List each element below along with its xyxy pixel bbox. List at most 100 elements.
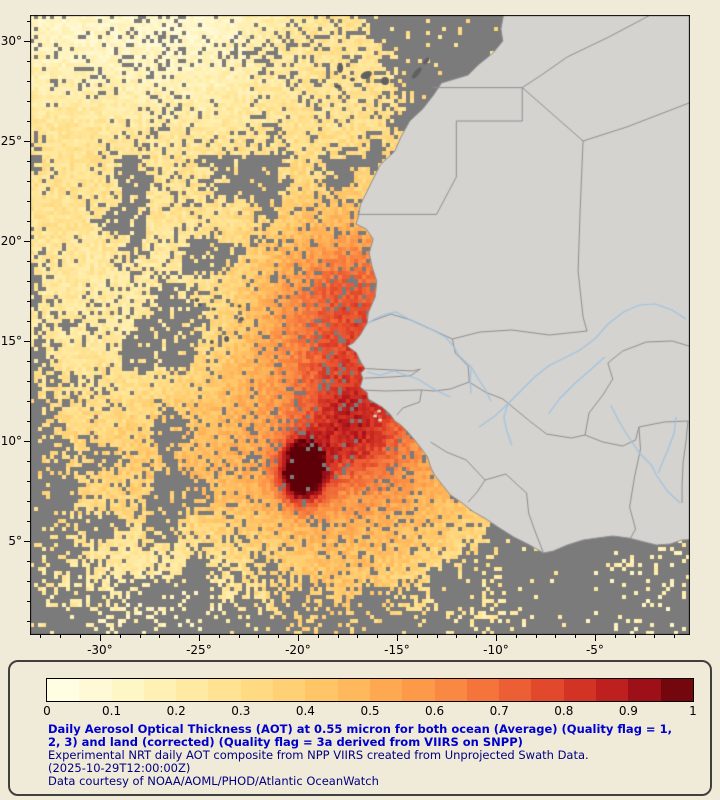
lon-minor-tick xyxy=(179,635,181,638)
lon-tick-label: -20° xyxy=(285,643,311,657)
lat-minor-tick xyxy=(27,521,30,522)
colorbar-segment xyxy=(660,679,693,701)
lat-tick-label: 10° xyxy=(0,434,22,448)
lat-minor-tick xyxy=(27,301,30,302)
lat-minor-tick xyxy=(27,461,30,462)
lon-major-tick xyxy=(594,635,596,641)
lon-minor-tick xyxy=(614,635,616,638)
lat-major-tick xyxy=(24,441,30,442)
lat-minor-tick xyxy=(27,621,30,622)
lon-minor-tick xyxy=(278,635,280,638)
lon-tick-label: -10° xyxy=(483,643,509,657)
colorbar-segment xyxy=(273,679,306,701)
lon-minor-tick xyxy=(119,635,121,638)
lon-minor-tick xyxy=(238,635,240,638)
lon-major-tick xyxy=(297,635,299,641)
lat-minor-tick xyxy=(27,481,30,482)
lon-minor-tick xyxy=(456,635,458,638)
colorbar-tick-label: 0.9 xyxy=(618,704,638,718)
lat-minor-tick xyxy=(27,321,30,322)
lat-major-tick xyxy=(24,341,30,342)
lat-minor-tick xyxy=(27,361,30,362)
colorbar-tick-labels: 0 0.1 0.2 0.3 0.4 0.5 0.6 0.7 0.8 0.9 1 xyxy=(10,704,710,720)
colorbar-segment xyxy=(208,679,241,701)
lon-minor-tick xyxy=(337,635,339,638)
lat-tick-label: 15° xyxy=(0,334,22,348)
colorbar-tick-label: 0 xyxy=(43,704,51,718)
lat-minor-tick xyxy=(27,281,30,282)
colorbar-tick-label: 0.8 xyxy=(554,704,574,718)
colorbar-segment xyxy=(596,679,629,701)
caption-timestamp: (2025-10-29T12:00:00Z) xyxy=(48,761,191,775)
colorbar-segment xyxy=(79,679,112,701)
lon-minor-tick xyxy=(416,635,418,638)
lon-minor-tick xyxy=(357,635,359,638)
colorbar-segment xyxy=(337,679,370,701)
colorbar-segment xyxy=(47,679,80,701)
caption-title-line2: 2, 3) and land (corrected) (Quality flag… xyxy=(48,735,523,749)
lat-minor-tick xyxy=(27,401,30,402)
caption-block: Daily Aerosol Optical Thickness (AOT) at… xyxy=(48,723,698,788)
colorbar-segment xyxy=(240,679,274,701)
caption-credit: Data courtesy of NOAA/AOML/PHOD/Atlantic… xyxy=(48,774,379,788)
lon-tick-label: -30° xyxy=(87,643,113,657)
colorbar-tick-label: 0.4 xyxy=(295,704,315,718)
colorbar-segment xyxy=(531,679,564,701)
lon-minor-tick xyxy=(476,635,478,638)
lat-tick-label: 20° xyxy=(0,234,22,248)
colorbar xyxy=(46,678,694,702)
lon-major-tick xyxy=(198,635,200,641)
lon-major-tick xyxy=(396,635,398,641)
lon-tick-label: -15° xyxy=(384,643,410,657)
lon-minor-tick xyxy=(40,635,42,638)
colorbar-segment xyxy=(176,679,209,701)
colorbar-segment xyxy=(499,679,532,701)
lon-tick-label: -5° xyxy=(585,643,604,657)
lat-minor-tick xyxy=(27,81,30,82)
lat-minor-tick xyxy=(27,601,30,602)
lon-minor-tick xyxy=(159,635,161,638)
map-canvas xyxy=(30,15,690,635)
lat-minor-tick xyxy=(27,381,30,382)
colorbar-tick-label: 0.7 xyxy=(489,704,509,718)
colorbar-segment xyxy=(628,679,661,701)
lat-tick-label: 25° xyxy=(0,134,22,148)
lat-major-tick xyxy=(24,41,30,42)
colorbar-tick-label: 0.2 xyxy=(166,704,186,718)
lon-minor-tick xyxy=(575,635,577,638)
lon-minor-tick xyxy=(654,635,656,638)
lon-minor-tick xyxy=(555,635,557,638)
lon-major-tick xyxy=(495,635,497,641)
lon-minor-tick xyxy=(139,635,141,638)
lat-minor-tick xyxy=(27,121,30,122)
lat-minor-tick xyxy=(27,201,30,202)
lon-minor-tick xyxy=(60,635,62,638)
lat-minor-tick xyxy=(27,161,30,162)
lat-minor-tick xyxy=(27,221,30,222)
colorbar-segment xyxy=(563,679,597,701)
lat-minor-tick xyxy=(27,421,30,422)
axes-layer: 30° 25° 20° 15° 10° 5° -30° -25° -20° -15° -10° -5° xyxy=(0,21,676,657)
lat-minor-tick xyxy=(27,261,30,262)
colorbar-segment xyxy=(466,679,500,701)
colorbar-tick-label: 0.5 xyxy=(360,704,380,718)
caption-note: Experimental NRT daily AOT composite fro… xyxy=(48,748,589,762)
lat-tick-label: 5° xyxy=(8,534,22,548)
lat-minor-tick xyxy=(27,581,30,582)
lat-minor-tick xyxy=(27,101,30,102)
lat-minor-tick xyxy=(27,61,30,62)
lat-major-tick xyxy=(24,541,30,542)
colorbar-segment xyxy=(143,679,177,701)
lon-minor-tick xyxy=(535,635,537,638)
lat-minor-tick xyxy=(27,181,30,182)
colorbar-tick-label: 0.1 xyxy=(102,704,122,718)
lat-major-tick xyxy=(24,141,30,142)
lon-minor-tick xyxy=(674,635,676,638)
lon-minor-tick xyxy=(634,635,636,638)
lat-minor-tick xyxy=(27,501,30,502)
lon-minor-tick xyxy=(80,635,82,638)
colorbar-segment xyxy=(434,679,467,701)
colorbar-segment xyxy=(402,679,435,701)
colorbar-segment xyxy=(305,679,338,701)
caption-title-line1: Daily Aerosol Optical Thickness (AOT) at… xyxy=(48,722,672,736)
